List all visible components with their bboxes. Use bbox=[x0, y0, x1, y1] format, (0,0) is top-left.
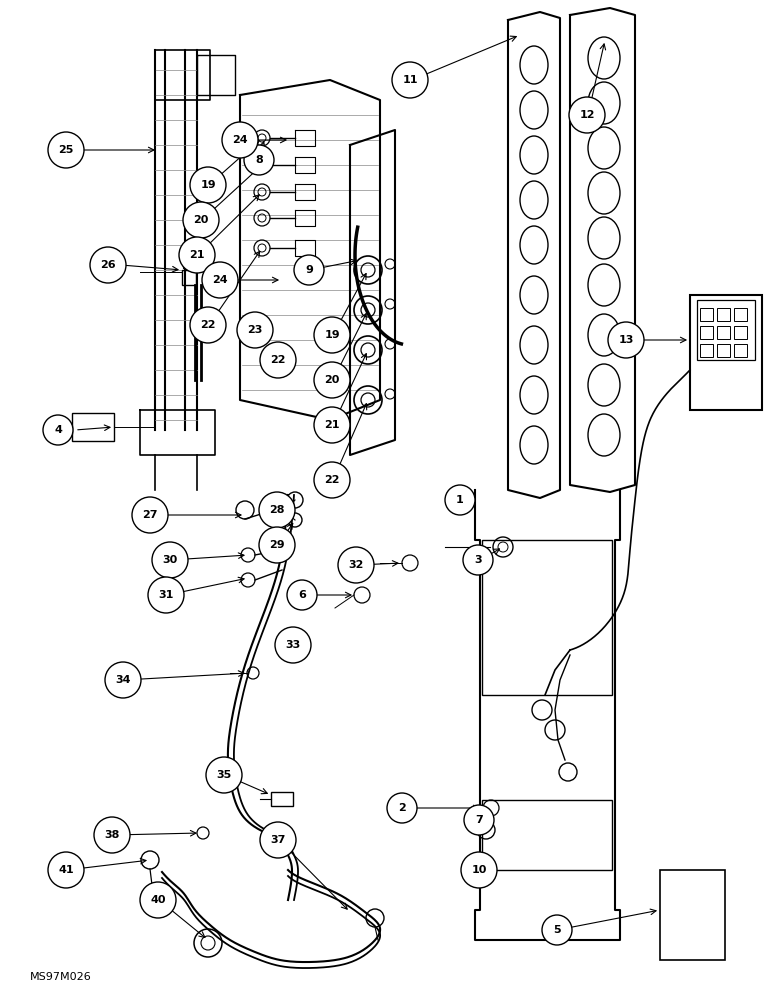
Text: 38: 38 bbox=[104, 830, 120, 840]
Text: 35: 35 bbox=[216, 770, 232, 780]
Text: 37: 37 bbox=[270, 835, 286, 845]
Circle shape bbox=[90, 247, 126, 283]
Bar bbox=[690, 295, 762, 410]
Circle shape bbox=[464, 805, 494, 835]
Bar bbox=[697, 300, 755, 360]
Text: 13: 13 bbox=[618, 335, 634, 345]
Text: 29: 29 bbox=[269, 540, 285, 550]
Circle shape bbox=[387, 793, 417, 823]
Text: 11: 11 bbox=[402, 75, 418, 85]
Bar bbox=[660, 870, 725, 960]
Circle shape bbox=[183, 202, 219, 238]
Text: 3: 3 bbox=[474, 555, 482, 565]
Circle shape bbox=[314, 407, 350, 443]
Bar bbox=[482, 540, 612, 695]
Circle shape bbox=[461, 852, 497, 888]
Bar bbox=[72, 413, 114, 441]
Circle shape bbox=[132, 497, 168, 533]
Circle shape bbox=[608, 322, 644, 358]
Circle shape bbox=[105, 662, 141, 698]
Circle shape bbox=[338, 547, 374, 583]
Bar bbox=[734, 344, 747, 357]
Circle shape bbox=[179, 237, 215, 273]
Circle shape bbox=[259, 492, 295, 528]
Circle shape bbox=[392, 62, 428, 98]
Circle shape bbox=[140, 882, 176, 918]
Bar bbox=[700, 326, 713, 339]
Text: 30: 30 bbox=[162, 555, 178, 565]
Circle shape bbox=[314, 317, 350, 353]
Text: 20: 20 bbox=[324, 375, 340, 385]
Text: 6: 6 bbox=[298, 590, 306, 600]
Circle shape bbox=[445, 485, 475, 515]
Circle shape bbox=[190, 307, 226, 343]
Text: 26: 26 bbox=[100, 260, 116, 270]
Bar bbox=[700, 344, 713, 357]
Circle shape bbox=[94, 817, 130, 853]
Text: 2: 2 bbox=[398, 803, 406, 813]
Circle shape bbox=[202, 262, 238, 298]
Bar bbox=[717, 326, 730, 339]
Text: 7: 7 bbox=[475, 815, 482, 825]
Text: 24: 24 bbox=[232, 135, 248, 145]
Bar bbox=[734, 326, 747, 339]
Circle shape bbox=[190, 167, 226, 203]
Circle shape bbox=[287, 580, 317, 610]
Circle shape bbox=[152, 542, 188, 578]
Text: 33: 33 bbox=[286, 640, 300, 650]
Text: 34: 34 bbox=[115, 675, 130, 685]
Circle shape bbox=[237, 312, 273, 348]
Text: 9: 9 bbox=[305, 265, 313, 275]
Text: 41: 41 bbox=[58, 865, 74, 875]
Circle shape bbox=[48, 852, 84, 888]
Bar bbox=[182, 270, 196, 285]
Circle shape bbox=[43, 415, 73, 445]
Bar bbox=[700, 308, 713, 321]
Text: 12: 12 bbox=[579, 110, 594, 120]
Text: 20: 20 bbox=[193, 215, 208, 225]
Text: MS97M026: MS97M026 bbox=[30, 972, 92, 982]
Text: 32: 32 bbox=[348, 560, 364, 570]
Circle shape bbox=[48, 132, 84, 168]
Text: 28: 28 bbox=[269, 505, 285, 515]
Circle shape bbox=[275, 627, 311, 663]
Circle shape bbox=[222, 122, 258, 158]
Circle shape bbox=[314, 462, 350, 498]
Text: 22: 22 bbox=[324, 475, 340, 485]
Bar bbox=[717, 308, 730, 321]
Bar bbox=[271, 792, 293, 806]
Circle shape bbox=[542, 915, 572, 945]
Circle shape bbox=[260, 342, 296, 378]
Text: 23: 23 bbox=[247, 325, 262, 335]
Circle shape bbox=[569, 97, 605, 133]
Text: 22: 22 bbox=[200, 320, 215, 330]
Circle shape bbox=[294, 255, 324, 285]
Text: 19: 19 bbox=[200, 180, 216, 190]
Circle shape bbox=[148, 577, 184, 613]
Circle shape bbox=[260, 822, 296, 858]
Text: 8: 8 bbox=[255, 155, 263, 165]
Bar bbox=[183, 258, 195, 268]
Text: 4: 4 bbox=[54, 425, 62, 435]
Text: 27: 27 bbox=[142, 510, 157, 520]
Bar bbox=[717, 344, 730, 357]
Circle shape bbox=[244, 145, 274, 175]
Circle shape bbox=[259, 527, 295, 563]
Text: 21: 21 bbox=[324, 420, 340, 430]
Text: 19: 19 bbox=[324, 330, 340, 340]
Bar bbox=[482, 800, 612, 870]
Text: 21: 21 bbox=[189, 250, 205, 260]
Bar bbox=[734, 308, 747, 321]
Text: 24: 24 bbox=[212, 275, 228, 285]
Circle shape bbox=[463, 545, 493, 575]
Text: 1: 1 bbox=[456, 495, 464, 505]
Text: 40: 40 bbox=[151, 895, 166, 905]
Circle shape bbox=[206, 757, 242, 793]
Text: 25: 25 bbox=[59, 145, 73, 155]
Circle shape bbox=[314, 362, 350, 398]
Text: 10: 10 bbox=[472, 865, 486, 875]
Text: 22: 22 bbox=[270, 355, 286, 365]
Text: 5: 5 bbox=[554, 925, 560, 935]
Text: 31: 31 bbox=[158, 590, 174, 600]
